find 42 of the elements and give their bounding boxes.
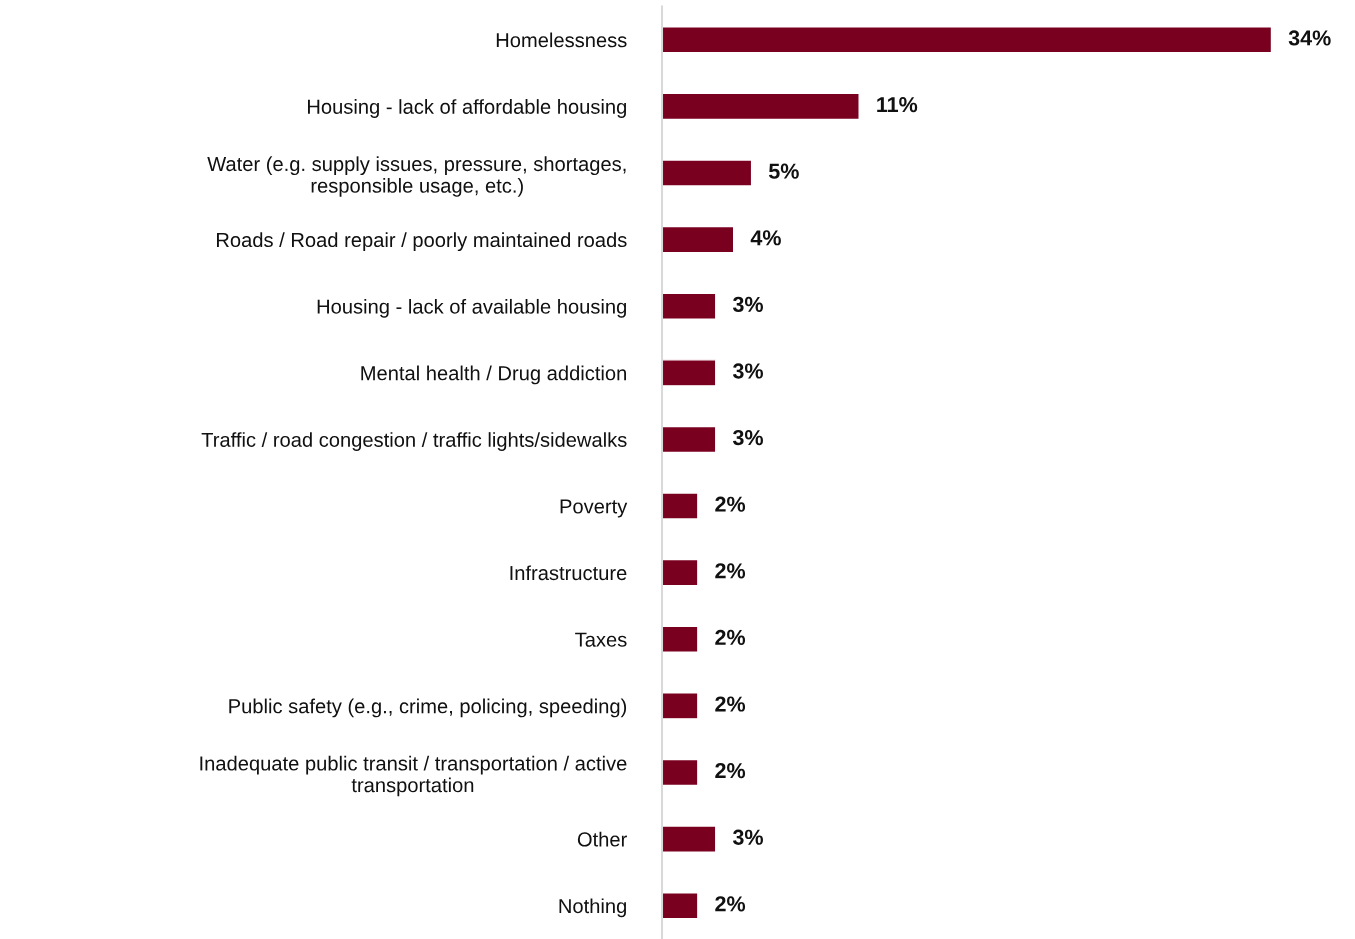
y-tick-label: Taxes [575,632,627,647]
bar [662,159,753,187]
data-label: 2% [715,629,746,645]
bar [662,892,699,920]
data-label: 2% [715,696,746,712]
y-tick-label: Nothing [559,898,626,918]
bar [662,692,699,720]
data-label: 2% [715,896,746,912]
y-tick-label: Infrastructure [510,565,627,581]
y-tick-label: Public safety (e.g., crime, policing, speeding) [229,698,627,718]
data-label: 2% [715,563,746,579]
y-tick-label: Water (e.g. supply issues, pressure, shortages, responsible usage, etc.) [207,156,626,197]
bar [662,492,699,520]
data-label: 4% [750,230,781,246]
bar [662,625,699,653]
y-tick-label: Other [577,831,627,847]
data-label: 2% [715,496,746,512]
y-tick-label: Roads / Road repair / poorly maintained roads [217,232,627,252]
data-label: 3% [732,296,763,313]
bar [662,825,717,853]
y-tick-label: Poverty [560,499,628,518]
bar [662,558,699,587]
y-tick-label: Housing - lack of affordable housing [308,99,626,118]
bar [662,26,1273,54]
data-label: 5% [768,163,799,179]
y-tick-label: Mental health / Drug addiction [361,365,626,385]
bar [662,92,860,121]
y-tick-label: Homelessness [496,32,627,48]
bar [662,225,735,254]
y-tick-label: Housing - lack of available housing [317,298,626,318]
bar [662,425,717,454]
bar [662,292,717,320]
data-label: 3% [732,829,763,845]
data-label: 3% [732,363,763,379]
data-label: 11% [877,97,918,113]
data-label: 34% [1288,30,1331,46]
data-label: 2% [715,763,746,779]
y-tick-label: Traffic / road congestion / traffic lights/sidewalks [201,432,627,451]
bar [662,758,699,787]
bar [662,359,717,387]
y-tick-label: Inadequate public transit / transportation / active transportation [200,755,627,797]
data-label: 3% [732,429,763,446]
